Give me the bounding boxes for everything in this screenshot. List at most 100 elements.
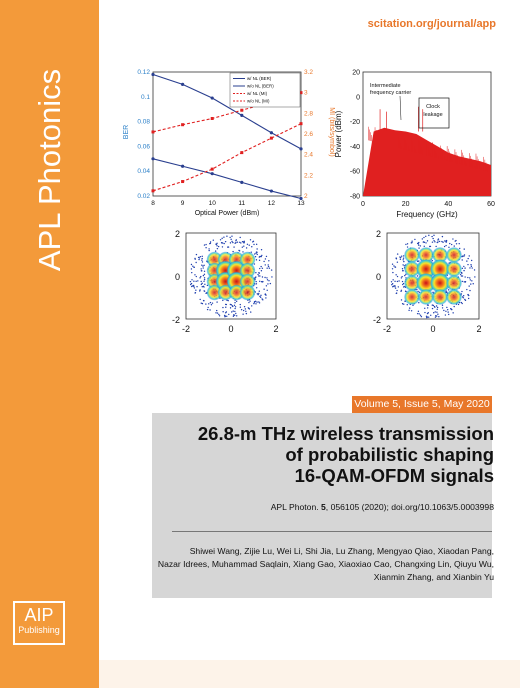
constellation-point <box>255 280 257 283</box>
constellation-point <box>202 267 204 269</box>
constellation-point <box>266 279 269 281</box>
ber-series-marker <box>181 82 185 86</box>
constellation-point <box>243 306 246 308</box>
constellation-point <box>437 313 439 315</box>
constellation-cluster <box>228 284 245 301</box>
ber-series-marker <box>299 91 303 95</box>
constellation-point <box>224 312 227 314</box>
constellation-point <box>400 277 403 279</box>
constellation-point <box>446 309 449 311</box>
constellation-point <box>263 288 265 290</box>
constellation-point <box>441 307 444 309</box>
constellation-cluster <box>416 259 436 279</box>
constellation-right-frame <box>386 232 480 320</box>
ber-x-tick-label: 13 <box>297 200 305 207</box>
constellation-point <box>445 241 447 243</box>
constellation-point <box>401 303 404 305</box>
constellation-cluster <box>404 289 420 305</box>
constellation-point <box>438 240 441 243</box>
article-panel <box>152 413 492 598</box>
constellation-point <box>466 288 468 291</box>
spectrum-x-tick-label: 0 <box>361 201 365 208</box>
constellation-point <box>241 241 244 243</box>
constellation-point <box>418 241 420 244</box>
constellation-point <box>227 246 230 248</box>
constellation-point <box>471 267 473 269</box>
constellation-point <box>469 267 471 269</box>
constellation-point <box>434 241 436 243</box>
constellation-point <box>452 312 454 314</box>
constellation-point <box>195 280 197 283</box>
constellation-point <box>436 311 438 313</box>
constellation-point <box>210 303 213 306</box>
constellation-point <box>271 276 273 278</box>
constellation-point <box>406 243 409 245</box>
constellation-point <box>239 306 242 308</box>
constellation-point <box>190 282 193 285</box>
ber-x-ticks: 8 9 10 11 12 13 <box>151 200 305 207</box>
constellation-point <box>393 265 395 267</box>
constellation-point <box>403 260 405 263</box>
constellation-point <box>396 253 399 255</box>
constellation-point <box>236 241 239 243</box>
constellation-point <box>467 257 469 260</box>
author-line: Shiwei Wang, Zijie Lu, Wei Li, Shi Jia, … <box>189 546 494 556</box>
article-citation[interactable]: APL Photon. 5, 056105 (2020); doi.org/10… <box>271 502 494 512</box>
constellation-point <box>391 283 393 286</box>
constellation-point <box>260 281 263 283</box>
constellation-point <box>236 315 238 317</box>
constellation-point <box>260 270 263 272</box>
constellation-point <box>250 311 252 313</box>
constellation-point <box>240 308 243 311</box>
constellation-cluster <box>430 259 450 279</box>
constellation-point <box>249 239 252 241</box>
constellation-point <box>461 302 463 305</box>
constellation-point <box>454 240 456 242</box>
constellation-point <box>419 245 422 247</box>
constellation-point <box>200 302 202 304</box>
ber-legend-entry: w/o NL (MI) <box>247 99 270 104</box>
constellation-point <box>208 303 210 305</box>
constellation-point <box>255 303 257 305</box>
ber-y-tick-label: 0.02 <box>137 193 150 200</box>
article-title[interactable]: 26.8-m THz wireless transmission of prob… <box>174 423 494 486</box>
constellation-point <box>201 282 203 285</box>
constellation-point <box>235 300 238 303</box>
spectrum-y-tick-label: -40 <box>350 144 360 151</box>
constellation-point <box>470 283 472 285</box>
constellation-cluster <box>239 273 256 290</box>
ber-plot-frame <box>152 71 302 197</box>
constellation-point <box>199 298 201 301</box>
constellation-point <box>447 311 449 313</box>
constellation-point <box>209 241 212 243</box>
constellation-point <box>470 259 473 262</box>
constellation-point <box>263 260 265 263</box>
sidebar-band: APL Photonics AIP Publishing <box>0 0 99 688</box>
constellation-point <box>201 264 203 266</box>
article-title-line: 26.8-m THz wireless transmission <box>197 423 494 444</box>
mi-y-tick-label: 2.4 <box>304 152 313 159</box>
constellation-point <box>434 311 436 313</box>
constellation-point <box>216 301 218 303</box>
journal-url[interactable]: scitation.org/journal/app <box>367 18 496 30</box>
constellation-point <box>195 275 197 278</box>
constellation-point <box>248 308 251 310</box>
constellation-point <box>270 269 273 271</box>
constellation-point <box>431 307 434 310</box>
citation-journal: APL Photon. <box>270 502 319 512</box>
ber-x-label: Optical Power (dBm) <box>195 210 260 217</box>
constellation-point <box>195 289 197 291</box>
constellation-point <box>441 304 444 306</box>
constellation-point <box>234 307 236 310</box>
ber-series-marker <box>240 180 244 184</box>
constellation-point <box>266 277 268 279</box>
constellation-cluster <box>432 289 448 305</box>
constellation-point <box>390 281 393 283</box>
constellation-point <box>191 271 193 274</box>
constellation-point <box>450 243 453 246</box>
constellation-x-tick-label: -2 <box>383 324 391 334</box>
constellation-point <box>200 280 202 283</box>
constellation-point <box>461 280 464 283</box>
constellation-point <box>199 255 202 258</box>
constellation-point <box>201 261 204 263</box>
